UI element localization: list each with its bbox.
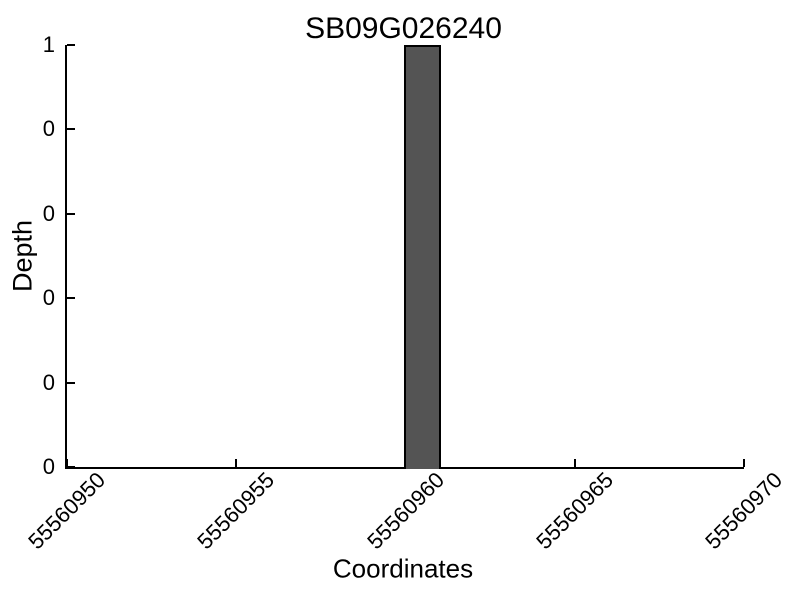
y-tick-mark	[67, 212, 75, 215]
plot-area: 1 0 0 0 0 0 55560950 55560955 55560960 55560965 55…	[23, 34, 787, 555]
y-tick-mark	[67, 44, 75, 46]
y-tick-mark	[67, 297, 75, 300]
y-tick-label: 0	[42, 369, 55, 395]
y-tick-label: 1	[42, 32, 55, 57]
y-tick-label: 0	[42, 200, 55, 226]
y-axis-label: Depth	[7, 219, 38, 293]
x-axis-label: Coordinates	[332, 553, 474, 584]
y-tick-mark	[67, 381, 75, 384]
x-tick-mark	[235, 459, 238, 467]
y-tick-label: 0	[42, 285, 55, 311]
y-tick-mark	[67, 128, 75, 131]
x-tick-mark	[743, 459, 745, 467]
depth-bar	[403, 45, 442, 469]
x-tick-label: 55560960	[361, 467, 449, 555]
x-tick-mark	[573, 459, 576, 467]
x-tick-label: 55560950	[23, 467, 111, 555]
x-tick-label: 55560955	[192, 467, 280, 555]
x-tick-label: 55560965	[530, 467, 618, 555]
x-tick-label: 55560970	[700, 467, 788, 555]
y-tick-label: 0	[42, 454, 55, 479]
y-tick-label: 0	[42, 116, 55, 142]
y-tick-mark	[67, 466, 75, 468]
chart-title: SB09G026240	[305, 12, 502, 45]
x-tick-mark	[66, 459, 68, 467]
